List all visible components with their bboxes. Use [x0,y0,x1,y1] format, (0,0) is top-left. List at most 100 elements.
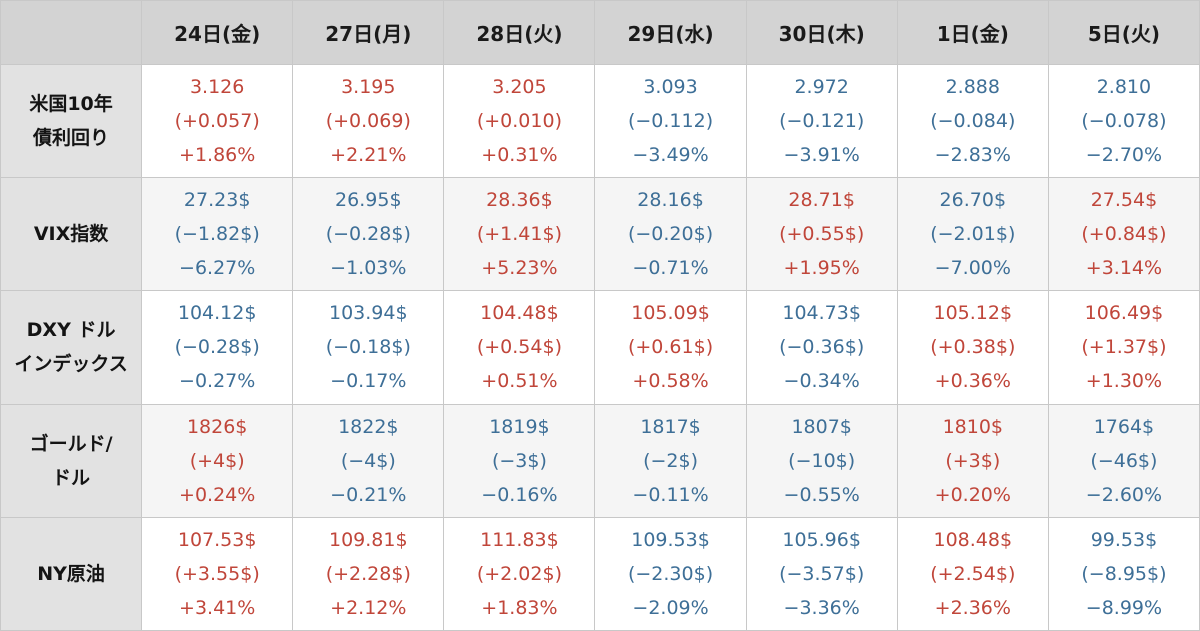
cell-value: 109.81$ [329,528,408,551]
cell-percent: −2.60% [1085,483,1163,506]
cell-percent: +2.12% [330,596,407,619]
row-label: 米国10年 債利回り [0,63,143,179]
table-cell: 109.81$ (+2.28$) +2.12% [292,516,445,631]
cell-percent: +0.51% [481,370,558,393]
cell-percent: +3.14% [1085,257,1163,280]
cell-value: 3.205 [492,76,547,99]
table-cell: 1819$ (−3$) −0.16% [443,403,596,518]
cell-value: 104.48$ [480,302,559,325]
cell-value: 109.53$ [631,528,710,551]
table-cell: 2.972 (−0.121) −3.91% [745,63,898,179]
cell-percent: −0.27% [179,370,256,393]
row-label: NY原油 [0,516,143,631]
cell-change: (−0.084) [930,110,1016,133]
cell-value: 26.95$ [335,189,402,212]
table-cell: 3.093 (−0.112) −3.49% [594,63,747,179]
cell-change: (−46$) [1090,449,1158,472]
cell-change: (+0.84$) [1081,223,1167,246]
cell-value: 3.093 [643,76,698,99]
cell-change: (−0.28$) [174,336,260,359]
cell-change: (+1.41$) [476,223,562,246]
table-cell: 1810$ (+3$) +0.20% [896,403,1049,518]
cell-value: 28.16$ [637,189,704,212]
cell-value: 1807$ [791,415,852,438]
cell-value: 1826$ [186,415,248,438]
cell-percent: −0.16% [481,483,558,506]
cell-percent: −7.00% [934,257,1011,280]
cell-value: 2.888 [945,76,1000,99]
table-cell: 104.48$ (+0.54$) +0.51% [443,290,596,405]
table-cell: 105.12$ (+0.38$) +0.36% [896,290,1049,405]
cell-value: 1764$ [1093,415,1155,438]
cell-percent: +1.30% [1085,370,1163,393]
table-cell: 26.70$ (−2.01$) −7.00% [896,177,1049,292]
cell-value: 1810$ [942,415,1004,438]
cell-percent: −0.34% [783,370,860,393]
cell-change: (−4$) [340,449,396,472]
cell-value: 111.83$ [480,528,559,551]
table-cell: 108.48$ (+2.54$) +2.36% [896,516,1049,631]
cell-percent: +0.58% [632,370,709,393]
header-corner-cell [0,0,143,65]
table-cell: 106.49$ (+1.37$) +1.30% [1047,290,1200,405]
cell-change: (−0.18$) [325,336,411,359]
table-cell: 27.23$ (−1.82$) −6.27% [141,177,294,292]
cell-change: (−0.28$) [325,223,411,246]
cell-value: 2.972 [794,76,849,99]
cell-value: 99.53$ [1090,528,1158,551]
cell-change: (−10$) [788,449,856,472]
table-cell: 2.888 (−0.084) −2.83% [896,63,1049,179]
cell-change: (−0.078) [1081,110,1167,133]
table-cell: 27.54$ (+0.84$) +3.14% [1047,177,1200,292]
row-label-line: VIX指数 [33,223,109,246]
table-cell: 3.205 (+0.010) +0.31% [443,63,596,179]
table-row: NY原油 107.53$ (+3.55$) +3.41% 109.81$ (+2.28$)… [0,516,1200,631]
cell-change: (+0.55$) [779,223,865,246]
cell-percent: +1.95% [783,257,860,280]
cell-change: (+4$) [189,449,245,472]
cell-value: 106.49$ [1084,302,1164,325]
cell-value: 103.94$ [329,302,408,325]
row-label-line: NY原油 [37,562,105,585]
cell-change: (−3$) [491,449,547,472]
cell-value: 1817$ [640,415,701,438]
cell-percent: −1.03% [330,257,407,280]
table-cell: 111.83$ (+2.02$) +1.83% [443,516,596,631]
row-label: VIX指数 [0,177,143,292]
table-body: 米国10年 債利回り 3.126 (+0.057) +1.86% 3.195 (+0.069… [0,63,1200,631]
cell-value: 108.48$ [933,528,1013,551]
cell-value: 107.53$ [177,528,257,551]
cell-change: (+1.37$) [1081,336,1167,359]
column-header-day: 27日(月) [292,0,445,65]
cell-percent: −3.91% [783,144,860,167]
cell-value: 2.810 [1096,76,1152,99]
cell-value: 1819$ [489,415,550,438]
column-header-day: 29日(水) [594,0,747,65]
table-cell: 104.12$ (−0.28$) −0.27% [141,290,294,405]
cell-change: (−0.20$) [627,223,714,246]
row-label-line: 米国10年 [29,93,113,116]
cell-percent: +0.36% [934,370,1011,393]
cell-percent: +2.21% [330,144,407,167]
table-cell: 26.95$ (−0.28$) −1.03% [292,177,445,292]
cell-value: 105.09$ [631,302,710,325]
cell-change: (+3$) [945,449,1001,472]
cell-change: (−3.57$) [779,562,865,585]
cell-value: 3.126 [189,76,245,99]
column-header-day: 24日(金) [141,0,294,65]
cell-percent: −0.71% [632,257,709,280]
cell-percent: +1.83% [481,596,558,619]
cell-change: (−0.112) [627,110,714,133]
cell-value: 27.54$ [1090,189,1158,212]
cell-change: (+0.54$) [476,336,562,359]
cell-percent: −0.21% [330,483,407,506]
cell-percent: +5.23% [481,257,558,280]
cell-percent: −0.11% [632,483,709,506]
cell-value: 26.70$ [939,189,1007,212]
column-header-day: 5日(火) [1047,0,1200,65]
table-cell: 1764$ (−46$) −2.60% [1047,403,1200,518]
table-cell: 3.126 (+0.057) +1.86% [141,63,294,179]
table-cell: 1822$ (−4$) −0.21% [292,403,445,518]
table-row: 米国10年 債利回り 3.126 (+0.057) +1.86% 3.195 (+0.069… [0,63,1200,179]
cell-percent: −0.17% [330,370,407,393]
